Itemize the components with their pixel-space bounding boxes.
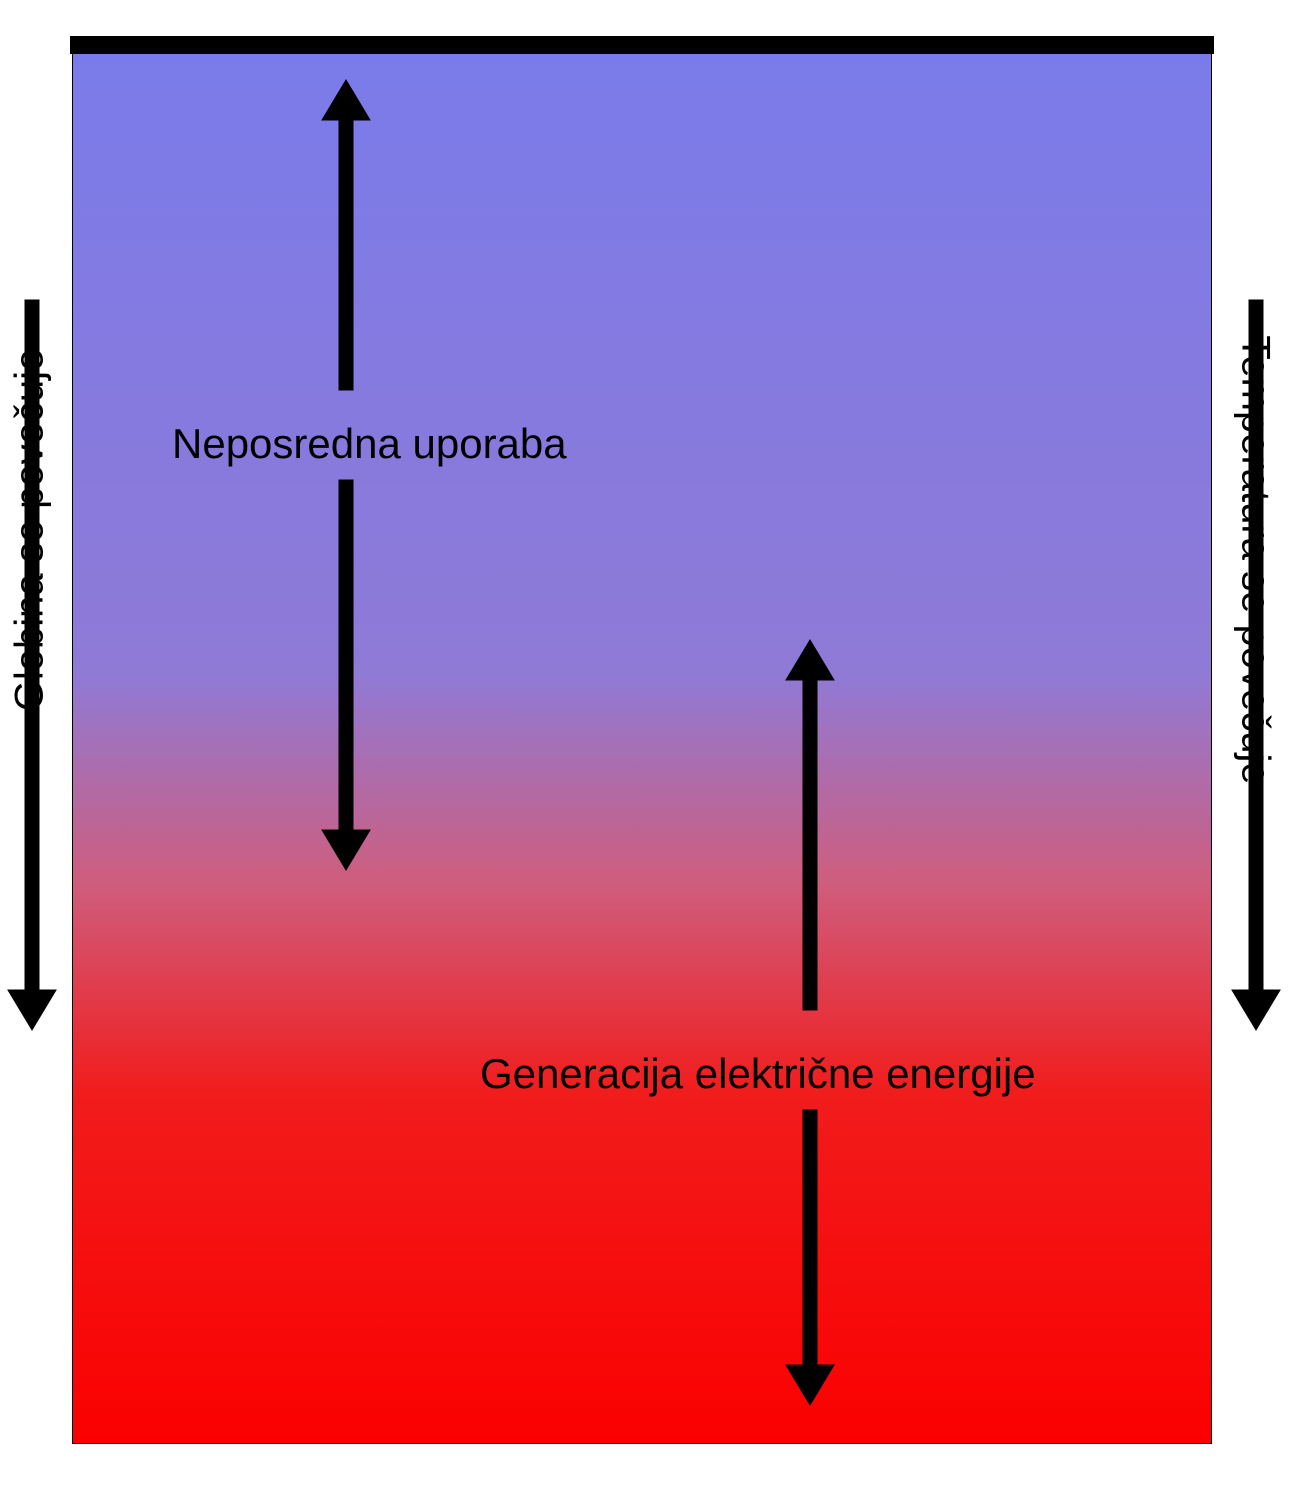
diagram-root: Globina se povečuje Temperatura se poveč… [0, 0, 1290, 1490]
lower-down-arrow [0, 0, 1290, 1490]
